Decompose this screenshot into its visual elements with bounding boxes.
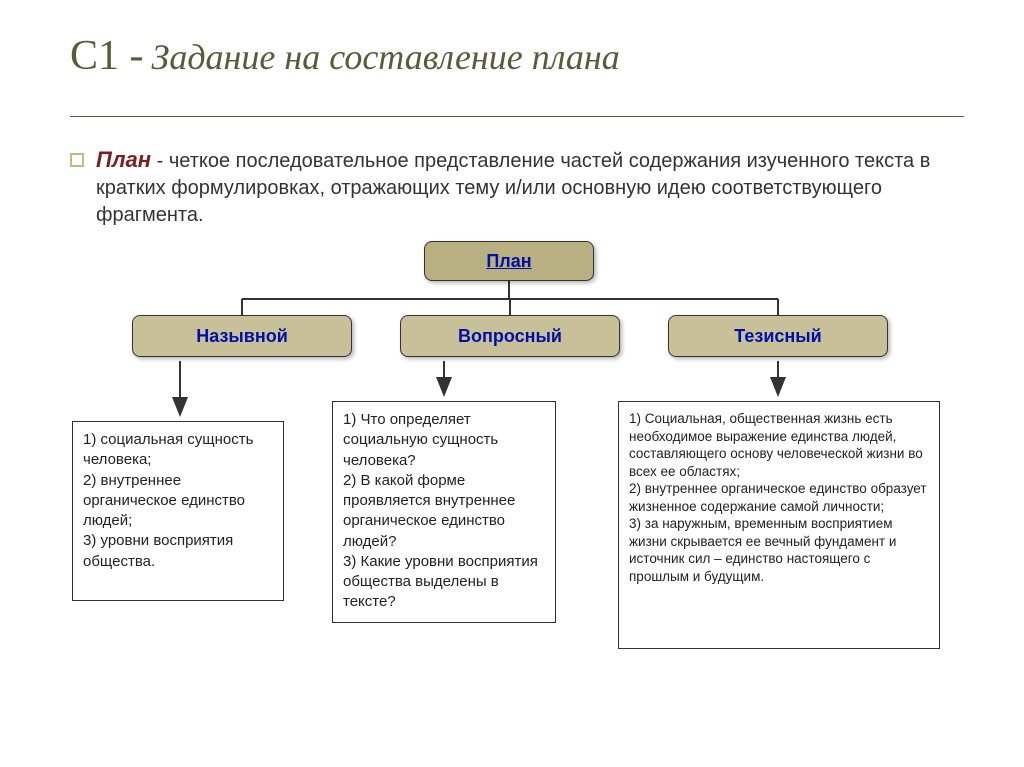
diagram-detail-box: 1) Социальная, общественная жизнь есть н…: [618, 401, 940, 649]
title-main: Задание на составление плана: [152, 36, 620, 78]
diagram-detail-box: 1) социальная сущность человека; 2) внут…: [72, 421, 284, 601]
diagram-root-node: План: [424, 241, 594, 281]
diagram-detail-box: 1) Что определяет социальную сущность че…: [332, 401, 556, 623]
definition-term: План: [96, 147, 151, 172]
title-prefix: С1 -: [70, 32, 144, 80]
diagram-child-node: Тезисный: [668, 315, 888, 357]
diagram-child-node: Назывной: [132, 315, 352, 357]
definition-block: План - четкое последовательное представл…: [70, 147, 964, 229]
slide-title: С1 - Задание на составление плана: [70, 32, 964, 80]
definition-text: - четкое последовательное представление …: [96, 150, 930, 226]
plan-diagram: План Назывной Вопросный Тезисный 1) социальн…: [70, 241, 964, 751]
bullet-icon: [70, 153, 84, 167]
diagram-child-node: Вопросный: [400, 315, 620, 357]
title-underline: [70, 116, 964, 117]
